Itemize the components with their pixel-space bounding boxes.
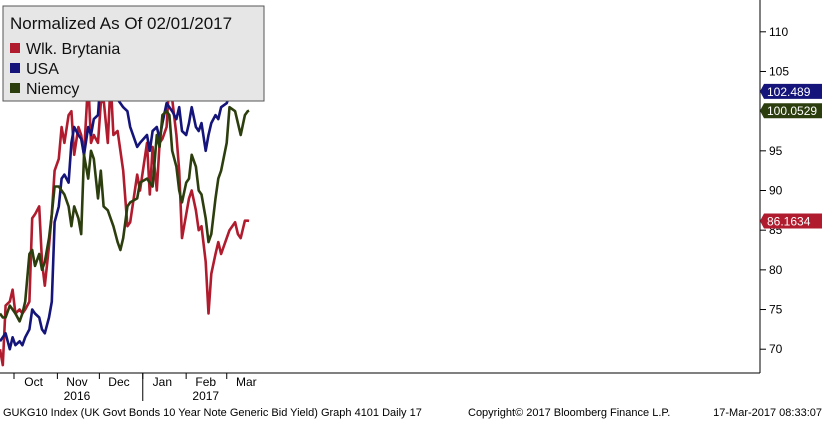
legend-box	[2, 5, 265, 102]
legend-swatch	[10, 43, 20, 53]
series-line-niemcy	[0, 105, 250, 323]
last-value-badge	[760, 103, 822, 119]
x-tick-label: Jan	[153, 375, 172, 389]
y-tick-label: 90	[769, 184, 783, 198]
last-value-label: 86.1634	[767, 214, 811, 228]
footer: GUKG10 Index (UK Govt Bonds 10 Year Note…	[3, 407, 822, 419]
y-tick-label: 75	[769, 303, 783, 317]
legend-swatch	[10, 83, 20, 93]
year-label: 2017	[192, 389, 219, 403]
last-value-badge	[760, 213, 822, 229]
y-tick-label: 95	[769, 144, 783, 158]
series-line-usa	[0, 66, 250, 351]
series-layer	[0, 66, 250, 367]
last-value-label: 100.0529	[767, 104, 817, 118]
x-tick-label: Dec	[108, 375, 129, 389]
year-label: 2016	[64, 389, 91, 403]
x-tick-label: Feb	[195, 375, 216, 389]
footer-copyright-text: Copyright© 2017 Bloomberg Finance L.P.	[468, 407, 670, 419]
legend-swatch	[10, 63, 20, 73]
chart-title: Normalized As Of 02/01/2017	[10, 14, 232, 33]
series-line-wlk-brytania	[0, 78, 250, 367]
y-tick-label: 80	[769, 263, 783, 277]
footer-source-text: GUKG10 Index (UK Govt Bonds 10 Year Note…	[3, 407, 422, 419]
last-value-label: 102.489	[767, 85, 811, 99]
legend: Normalized As Of 02/01/2017 Wlk. Brytania…	[2, 5, 265, 102]
y-tick-label: 110	[769, 25, 788, 39]
y-tick-label: 105	[769, 64, 789, 78]
x-tick-label: Mar	[236, 375, 257, 389]
x-tick-label: Nov	[66, 375, 87, 389]
last-value-labels: 86.1634 102.489 100.0529	[760, 83, 822, 229]
legend-label: Wlk. Brytania	[26, 41, 120, 58]
legend-label: USA	[26, 61, 59, 78]
x-tick-label: Oct	[24, 375, 43, 389]
y-tick-label: 70	[769, 342, 783, 356]
footer-timestamp-text: 17-Mar-2017 08:33:07	[713, 407, 822, 419]
legend-label: Niemcy	[26, 81, 79, 98]
last-value-badge	[760, 83, 822, 99]
